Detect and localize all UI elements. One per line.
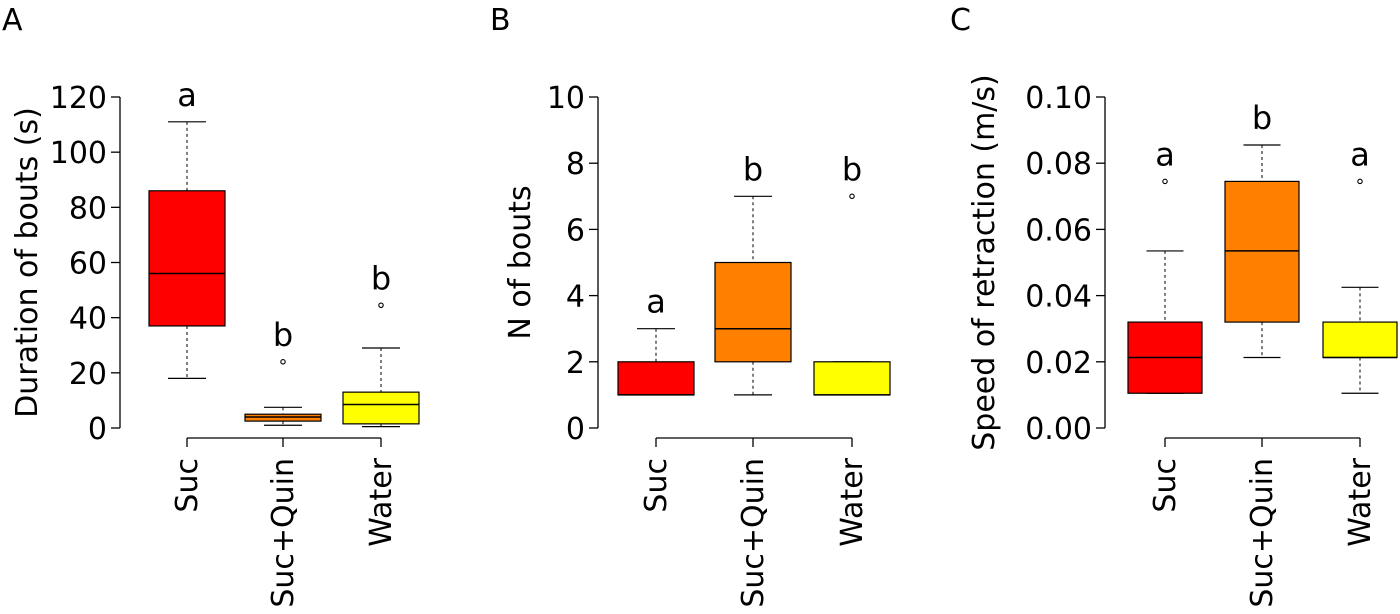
y-tick-label: 100 bbox=[50, 136, 107, 171]
box-suc-quin: b Suc+Quin bbox=[714, 150, 792, 608]
iqr-box bbox=[148, 190, 226, 327]
y-tick-label: 0.00 bbox=[1025, 412, 1092, 447]
panel-c: C 0.00 0.02 0.04 0.06 0.08 0.10 Speed of retrac… bbox=[950, 3, 1398, 608]
box-water: a Water bbox=[1322, 135, 1398, 547]
box-suc: a Suc bbox=[1127, 135, 1203, 513]
x-category-label: Suc+Quin bbox=[266, 458, 301, 608]
x-category-label: Suc bbox=[170, 458, 205, 513]
x-category-label: Water bbox=[364, 457, 399, 546]
y-tick-label: 0.08 bbox=[1025, 147, 1092, 182]
x-category-label: Suc bbox=[1148, 458, 1183, 513]
iqr-box bbox=[714, 261, 792, 363]
y-tick-label: 0.06 bbox=[1025, 213, 1092, 248]
iqr-box bbox=[342, 391, 420, 425]
outlier-point bbox=[849, 193, 855, 200]
y-tick-label: 0.04 bbox=[1025, 280, 1092, 315]
x-category-label: Water bbox=[1343, 457, 1378, 546]
significance-letter: a bbox=[646, 283, 666, 321]
outlier-point bbox=[1357, 178, 1363, 185]
y-tick-label: 2 bbox=[566, 346, 585, 381]
x-category-label: Suc bbox=[639, 458, 674, 513]
significance-letter: a bbox=[1155, 135, 1175, 173]
box-suc-quin: b Suc+Quin bbox=[244, 316, 322, 608]
y-tick-label: 120 bbox=[50, 81, 107, 116]
y-tick-label: 4 bbox=[566, 280, 585, 315]
significance-letter: b bbox=[273, 316, 293, 354]
outlier-point bbox=[1162, 178, 1168, 185]
outlier-point bbox=[378, 302, 384, 309]
x-category-label: Suc+Quin bbox=[1245, 458, 1280, 608]
x-category-label: Suc+Quin bbox=[736, 458, 771, 608]
box-suc: a Suc bbox=[617, 283, 695, 513]
box-suc-quin: b Suc+Quin bbox=[1224, 99, 1300, 608]
y-tick-label: 6 bbox=[566, 213, 585, 248]
y-tick-label: 0 bbox=[566, 412, 585, 447]
y-tick-label: 80 bbox=[69, 191, 107, 226]
box-suc: a Suc bbox=[148, 76, 226, 513]
y-axis-title: Duration of bouts (s) bbox=[10, 107, 45, 418]
outlier-point bbox=[280, 359, 286, 365]
panel-letter: B bbox=[490, 3, 511, 38]
significance-letter: a bbox=[177, 76, 197, 114]
y-tick-label: 60 bbox=[69, 247, 107, 282]
significance-letter: b bbox=[743, 150, 763, 188]
iqr-box bbox=[617, 361, 695, 396]
y-tick-label: 40 bbox=[69, 302, 107, 337]
iqr-box bbox=[1224, 180, 1300, 323]
panel-b: B 0 2 4 6 8 10 N of bouts a Suc b Suc+Quin b Water bbox=[490, 3, 891, 608]
y-axis-title: N of bouts bbox=[503, 185, 538, 339]
box-water: b Water bbox=[813, 150, 891, 547]
y-tick-label: 10 bbox=[547, 81, 585, 116]
y-tick-label: 0.10 bbox=[1025, 81, 1092, 116]
y-axis-title: Speed of retraction (m/s) bbox=[967, 74, 1002, 451]
y-tick-label: 0.02 bbox=[1025, 346, 1092, 381]
y-tick-label: 0 bbox=[88, 412, 107, 447]
significance-letter: a bbox=[1350, 135, 1370, 173]
y-tick-label: 20 bbox=[69, 357, 107, 392]
panel-letter: A bbox=[2, 3, 23, 38]
box-water: b Water bbox=[342, 259, 420, 547]
iqr-box bbox=[1322, 321, 1398, 359]
panel-letter: C bbox=[950, 3, 971, 38]
x-category-label: Water bbox=[835, 457, 870, 546]
significance-letter: b bbox=[842, 150, 862, 188]
significance-letter: b bbox=[1252, 99, 1272, 137]
y-tick-label: 8 bbox=[566, 147, 585, 182]
significance-letter: b bbox=[371, 259, 391, 297]
iqr-box bbox=[813, 361, 891, 396]
